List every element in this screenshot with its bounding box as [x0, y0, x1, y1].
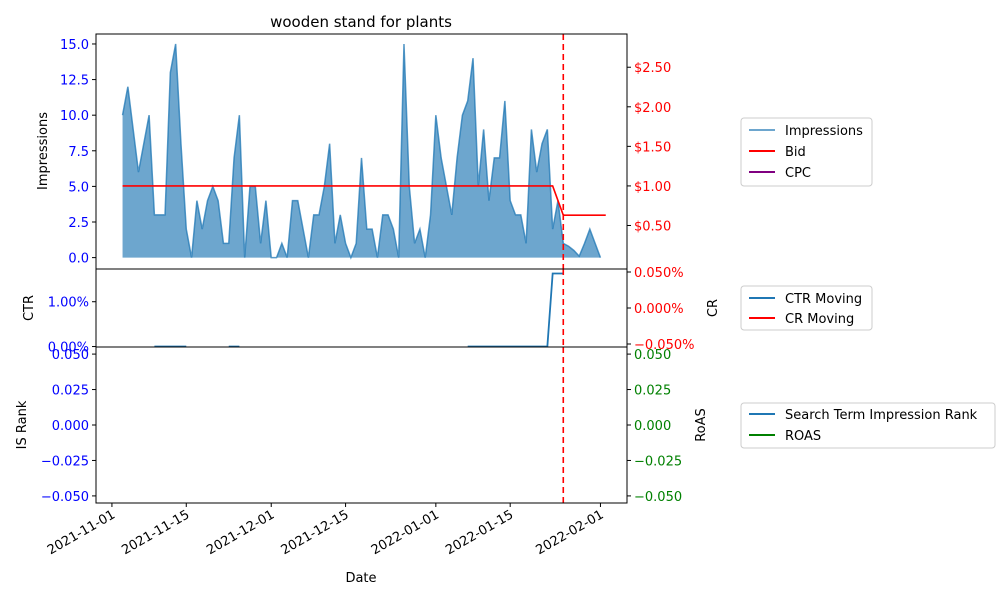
ctr-legend: CTR Moving CR Moving	[740, 285, 873, 331]
bid-tick-label: $2.50	[634, 61, 671, 76]
bid-tick-label: $2.00	[634, 101, 671, 116]
is-rank-tick-label: −0.025	[41, 454, 89, 469]
legend-label-is-rank: Search Term Impression Rank	[785, 408, 978, 423]
cr-tick-label: 0.050%	[634, 266, 684, 281]
bid-tick-label: $1.50	[634, 140, 671, 155]
impressions-panel: 0.0 2.5 5.0 7.5 10.0 12.5 15.0 $0.50 $1.00 $1.50 $…	[60, 33, 671, 270]
roas-axis-title: RoAS	[694, 408, 709, 442]
bid-line	[122, 185, 606, 216]
impressions-tick-label: 0.0	[68, 252, 89, 267]
is-rank-tick-label: 0.050	[52, 348, 89, 363]
impressions-tick-label: 7.5	[68, 145, 89, 160]
is-rank-legend: Search Term Impression Rank ROAS	[740, 402, 996, 449]
is-rank-frame	[95, 346, 628, 504]
legend-label-impressions: Impressions	[785, 124, 863, 139]
cr-tick-label: −0.050%	[634, 338, 694, 353]
roas-tick-label: 0.050	[634, 348, 671, 363]
cr-tick-label: 0.000%	[634, 302, 684, 317]
date-axis-title: Date	[345, 571, 376, 586]
roas-tick-label: −0.025	[634, 454, 682, 469]
impressions-axis-title: Impressions	[36, 112, 51, 190]
is-rank-axis-title: IS Rank	[15, 400, 30, 449]
is-rank-tick-label: −0.050	[41, 490, 89, 505]
ctr-axis-title: CTR	[22, 295, 37, 321]
impressions-tick-label: 10.0	[60, 109, 89, 124]
impressions-tick-label: 2.5	[68, 216, 89, 231]
impressions-tick-label: 15.0	[60, 38, 89, 53]
roas-tick-label: −0.050	[634, 490, 682, 505]
roas-tick-label: 0.000	[634, 419, 671, 434]
roas-tick-label: 0.025	[634, 384, 671, 399]
impressions-tick-label: 12.5	[60, 74, 89, 89]
impressions-legend: Impressions Bid CPC	[740, 117, 873, 187]
is-rank-tick-label: 0.000	[52, 419, 89, 434]
is-rank-tick-label: 0.025	[52, 384, 89, 399]
legend-label-roas: ROAS	[785, 429, 821, 444]
impressions-line	[121, 43, 602, 260]
legend-label-cr: CR Moving	[785, 312, 854, 327]
legend-label-cpc: CPC	[785, 166, 811, 181]
legend-label-bid: Bid	[785, 145, 806, 160]
legend-label-ctr: CTR Moving	[785, 292, 862, 307]
chart-title: wooden stand for plants	[270, 13, 452, 31]
cr-axis-title: CR	[706, 299, 721, 317]
ctr-tick-label: 0.00%	[48, 341, 89, 356]
legend-frame	[740, 402, 996, 449]
bid-tick-label: $0.50	[634, 219, 671, 234]
impressions-tick-label: 5.0	[68, 180, 89, 195]
bid-tick-label: $1.00	[634, 180, 671, 195]
legend-frame	[740, 117, 873, 187]
ctr-tick-label: 1.00%	[48, 296, 89, 311]
